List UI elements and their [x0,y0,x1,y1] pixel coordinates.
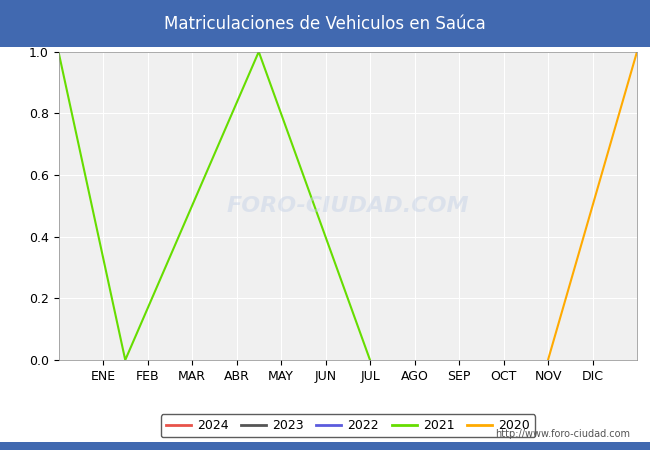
Legend: 2024, 2023, 2022, 2021, 2020: 2024, 2023, 2022, 2021, 2020 [161,414,535,437]
Text: FORO-CIUDAD.COM: FORO-CIUDAD.COM [226,196,469,216]
Text: Matriculaciones de Vehiculos en Saúca: Matriculaciones de Vehiculos en Saúca [164,14,486,33]
Text: http://www.foro-ciudad.com: http://www.foro-ciudad.com [495,429,630,439]
